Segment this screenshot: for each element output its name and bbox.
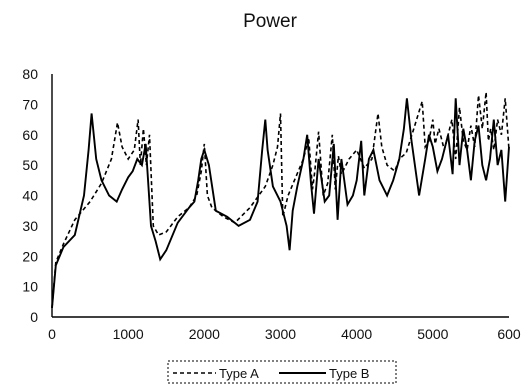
x-tick-label: 5000 <box>417 326 448 342</box>
x-tick-label: 3000 <box>265 326 296 342</box>
y-tick-label: 60 <box>22 127 38 143</box>
x-axis-ticks: 0 1000 2000 3000 4000 5000 600 <box>48 326 521 342</box>
chart-title: Power <box>243 11 298 32</box>
x-tick-label: 600 <box>497 326 521 342</box>
legend-label-type-b: Type B <box>329 366 369 381</box>
y-tick-label: 20 <box>22 248 38 264</box>
x-tick-label: 1000 <box>113 326 144 342</box>
legend-label-type-a: Type A <box>219 366 259 381</box>
legend: Type A Type B <box>167 360 397 384</box>
x-tick-label: 2000 <box>189 326 220 342</box>
axes <box>51 74 509 318</box>
y-tick-label: 50 <box>22 157 38 173</box>
y-tick-label: 0 <box>30 309 38 325</box>
y-tick-label: 70 <box>22 96 38 112</box>
legend-box <box>167 360 397 384</box>
y-tick-label: 40 <box>22 188 38 204</box>
y-tick-label: 80 <box>22 66 38 82</box>
series-line-type-b <box>51 98 510 308</box>
x-tick-label: 0 <box>48 326 56 342</box>
y-axis-ticks: 0 10 20 30 40 50 60 70 80 <box>22 66 38 325</box>
y-tick-label: 10 <box>22 279 38 295</box>
y-tick-label: 30 <box>22 218 38 234</box>
series-layer <box>51 92 510 308</box>
x-tick-label: 4000 <box>341 326 372 342</box>
